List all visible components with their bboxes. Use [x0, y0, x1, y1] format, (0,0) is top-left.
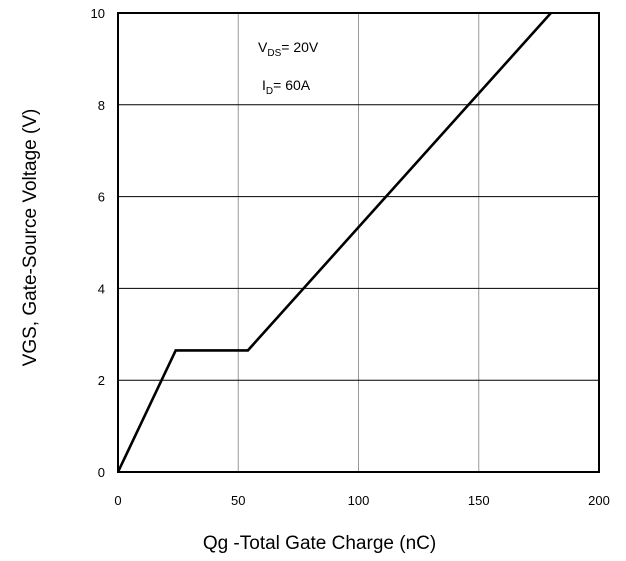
y-tick-label: 2: [98, 373, 105, 388]
plot-frame: [117, 12, 600, 473]
y-tick-label: 10: [91, 6, 105, 21]
x-tick-label: 0: [114, 493, 121, 508]
x-tick-label: 200: [588, 493, 610, 508]
x-axis-label: Qg -Total Gate Charge (nC): [203, 533, 436, 554]
tick-labels: 0 50 100 150 200 0 2 4 6 8 10: [91, 6, 610, 508]
series-line: [116, 12, 552, 473]
y-tick-label: 4: [98, 281, 105, 296]
x-tick-label: 50: [231, 493, 245, 508]
x-tick-label: 150: [468, 493, 490, 508]
annotation-vds: VDS= 20V: [258, 39, 319, 59]
annotation-id: ID= 60A: [262, 77, 311, 97]
y-tick-label: 8: [98, 98, 105, 113]
grid-lines: [118, 13, 599, 472]
x-tick-label: 100: [348, 493, 370, 508]
y-axis-label: VGS, Gate-Source Voltage (V): [20, 109, 41, 367]
y-tick-label: 6: [98, 190, 105, 205]
y-tick-label: 0: [98, 465, 105, 480]
